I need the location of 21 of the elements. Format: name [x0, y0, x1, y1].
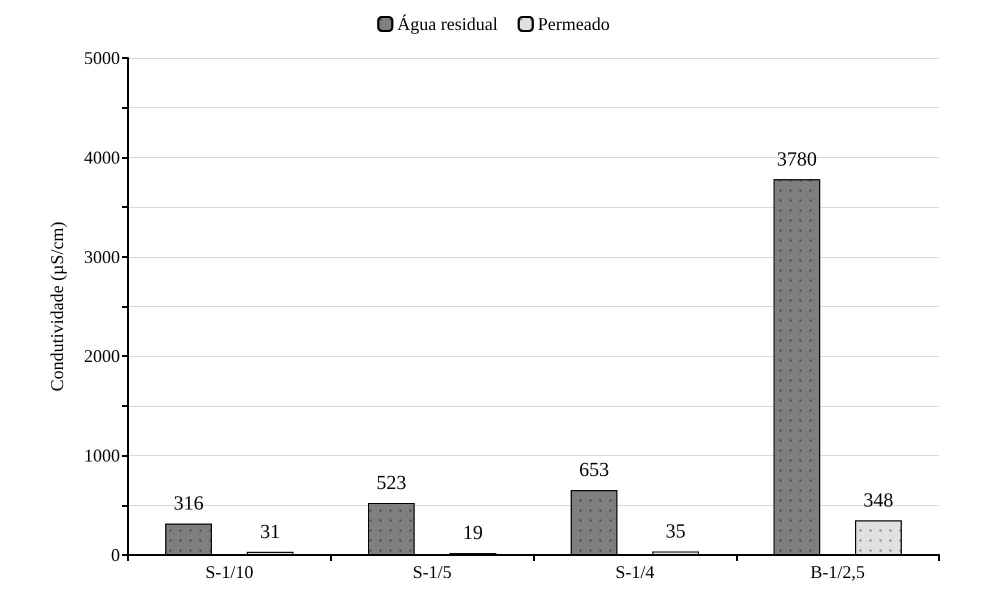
y-tick-label: 1000 — [84, 446, 120, 466]
legend-label: Água residual — [397, 14, 498, 34]
x-tick-label: S-1/5 — [412, 562, 452, 582]
data-label: 3780 — [776, 148, 817, 170]
y-tick-label: 5000 — [84, 48, 120, 68]
data-label: 31 — [260, 520, 280, 543]
y-tick-label: 3000 — [84, 246, 120, 267]
legend-label: Permeado — [538, 14, 610, 34]
data-label: 653 — [579, 459, 610, 482]
x-tick-label: S-1/10 — [205, 562, 254, 582]
data-label: 348 — [863, 489, 894, 512]
data-label: 35 — [666, 520, 686, 543]
data-label: 316 — [174, 492, 204, 515]
x-tick-label: S-1/4 — [615, 562, 654, 582]
data-label: 19 — [462, 522, 483, 544]
y-tick-label: 4000 — [84, 147, 120, 168]
y-axis-title: Condutividade (µS/cm) — [47, 222, 67, 392]
x-tick-label: B-1/2,5 — [810, 562, 865, 582]
y-tick-label: 2000 — [84, 346, 120, 366]
y-tick-label: 0 — [111, 545, 120, 565]
data-label: 523 — [376, 472, 406, 494]
